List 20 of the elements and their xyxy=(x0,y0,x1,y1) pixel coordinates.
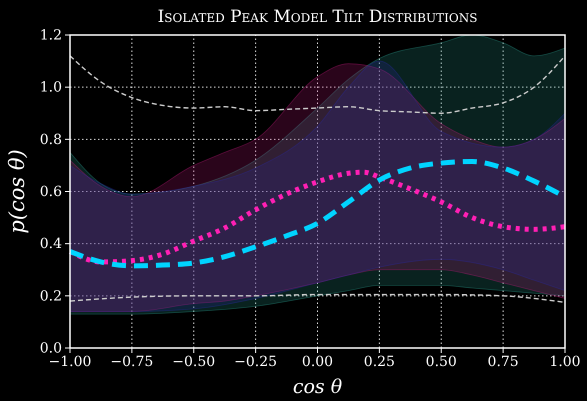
y-tick-label: 1.2 xyxy=(40,27,62,44)
y-tick-label: 0.4 xyxy=(40,236,62,252)
y-tick-label: 0.2 xyxy=(40,288,62,304)
x-tick-label: −0.50 xyxy=(172,354,216,370)
x-tick-label: 0.50 xyxy=(426,354,457,370)
x-tick-label: 0.75 xyxy=(488,354,519,370)
x-tick-label: 1.00 xyxy=(549,354,581,370)
y-tick-label: 1.0 xyxy=(40,80,62,96)
x-tick-label: −1.00 xyxy=(48,354,92,370)
x-tick-label: 0.25 xyxy=(364,354,395,370)
y-tick-label: 0.6 xyxy=(40,184,62,200)
chart-title: Isolated Peak Model Tilt Distributions xyxy=(158,7,478,27)
x-tick-label: −0.25 xyxy=(234,354,278,370)
x-tick-label: 0.00 xyxy=(302,354,334,370)
x-axis-title: cos θ xyxy=(292,376,343,398)
x-tick-label: −0.75 xyxy=(110,354,154,370)
y-axis-title: p(cos θ) xyxy=(5,149,29,234)
y-tick-label: 0.8 xyxy=(40,132,62,148)
y-tick-label: 0.0 xyxy=(40,340,62,356)
line-series xyxy=(69,55,566,114)
